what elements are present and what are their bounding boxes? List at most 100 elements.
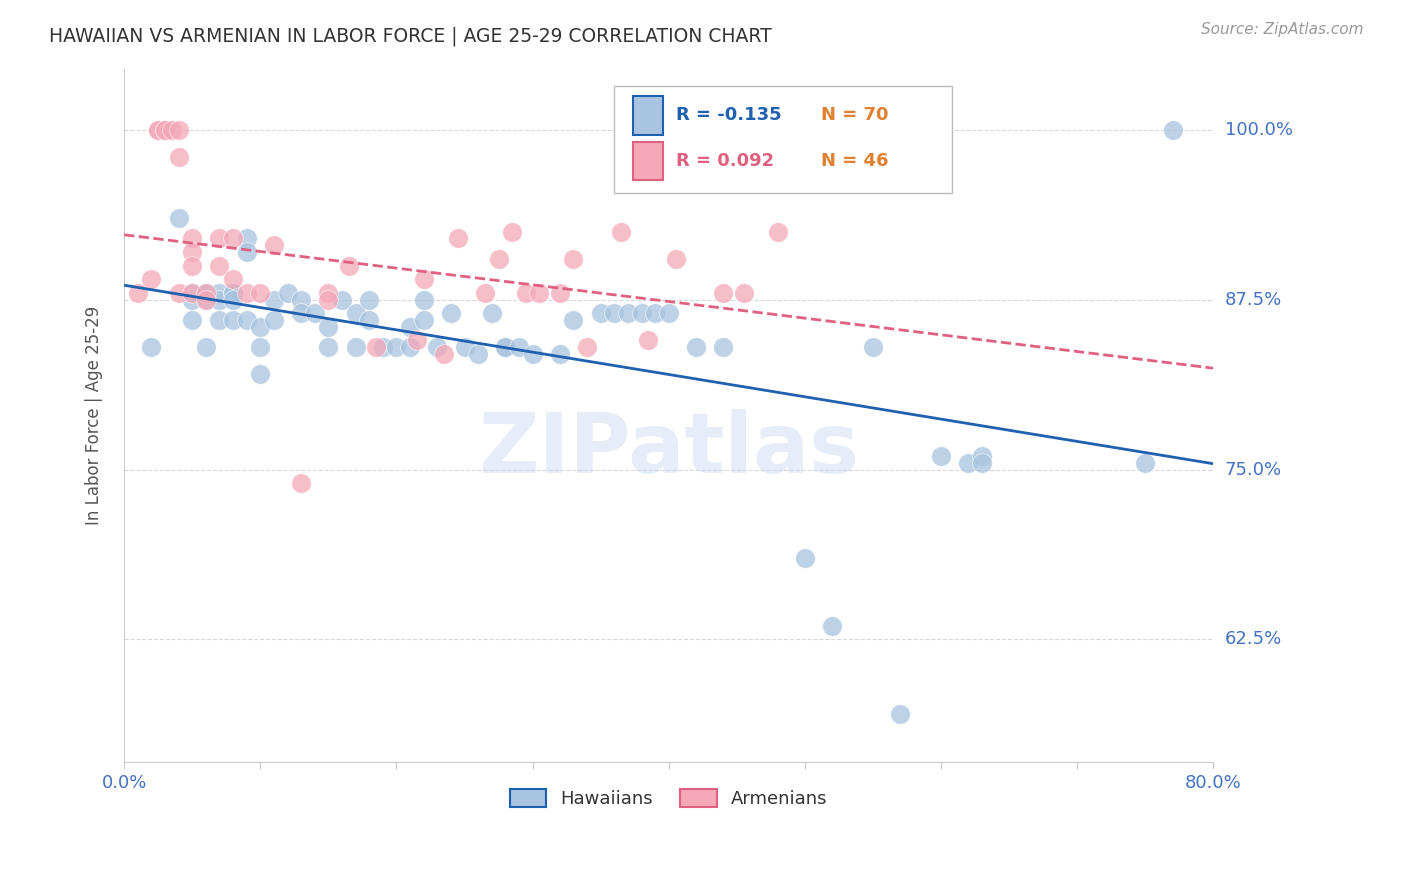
Point	[617, 306, 640, 320]
Point	[167, 211, 190, 225]
Point	[222, 293, 245, 307]
Point	[970, 456, 993, 470]
Point	[433, 347, 456, 361]
Point	[889, 707, 911, 722]
Point	[501, 225, 523, 239]
Point	[385, 340, 408, 354]
Point	[208, 259, 231, 273]
Point	[488, 252, 510, 266]
Legend: Hawaiians, Armenians: Hawaiians, Armenians	[503, 781, 835, 815]
Point	[548, 347, 571, 361]
Point	[318, 293, 340, 307]
Point	[344, 340, 367, 354]
Point	[235, 285, 257, 300]
Point	[148, 122, 170, 136]
Point	[957, 456, 980, 470]
Point	[181, 293, 204, 307]
Text: 75.0%: 75.0%	[1225, 460, 1282, 478]
Point	[208, 313, 231, 327]
Point	[263, 293, 285, 307]
FancyBboxPatch shape	[633, 142, 664, 180]
Point	[1161, 122, 1184, 136]
Point	[453, 340, 475, 354]
Point	[127, 285, 149, 300]
Point	[181, 231, 204, 245]
Point	[194, 285, 217, 300]
Point	[249, 340, 271, 354]
Point	[330, 293, 353, 307]
Point	[181, 285, 204, 300]
Point	[494, 340, 516, 354]
Point	[222, 231, 245, 245]
Text: N = 46: N = 46	[821, 152, 889, 169]
Point	[685, 340, 707, 354]
Point	[637, 334, 659, 348]
Point	[359, 293, 381, 307]
Point	[141, 340, 163, 354]
Text: ZIPatlas: ZIPatlas	[478, 409, 859, 491]
Point	[406, 334, 429, 348]
Text: R = -0.135: R = -0.135	[676, 106, 782, 125]
Point	[181, 245, 204, 260]
Point	[467, 347, 489, 361]
Point	[658, 306, 681, 320]
Text: 62.5%: 62.5%	[1225, 631, 1282, 648]
Point	[603, 306, 626, 320]
Point	[235, 313, 257, 327]
Point	[970, 449, 993, 463]
Point	[194, 285, 217, 300]
Text: Source: ZipAtlas.com: Source: ZipAtlas.com	[1201, 22, 1364, 37]
Point	[222, 285, 245, 300]
Point	[194, 340, 217, 354]
Point	[481, 306, 503, 320]
Point	[371, 340, 394, 354]
Text: 87.5%: 87.5%	[1225, 291, 1282, 309]
FancyBboxPatch shape	[614, 86, 952, 194]
Text: HAWAIIAN VS ARMENIAN IN LABOR FORCE | AGE 25-29 CORRELATION CHART: HAWAIIAN VS ARMENIAN IN LABOR FORCE | AG…	[49, 27, 772, 46]
Point	[141, 272, 163, 286]
Point	[733, 285, 755, 300]
Point	[194, 285, 217, 300]
Point	[249, 319, 271, 334]
Point	[337, 259, 360, 273]
Point	[364, 340, 387, 354]
Point	[235, 245, 257, 260]
Text: N = 70: N = 70	[821, 106, 889, 125]
Point	[153, 122, 176, 136]
Point	[589, 306, 612, 320]
Point	[794, 550, 817, 565]
Point	[208, 293, 231, 307]
Point	[711, 340, 734, 354]
Point	[222, 272, 245, 286]
Point	[665, 252, 688, 266]
Point	[304, 306, 326, 320]
Point	[929, 449, 952, 463]
Point	[194, 293, 217, 307]
Point	[399, 319, 422, 334]
Point	[222, 285, 245, 300]
Point	[318, 340, 340, 354]
Point	[862, 340, 884, 354]
Point	[181, 313, 204, 327]
Point	[515, 285, 537, 300]
Point	[447, 231, 470, 245]
Point	[474, 285, 496, 300]
Point	[562, 252, 585, 266]
Point	[148, 122, 170, 136]
Point	[235, 231, 257, 245]
Point	[508, 340, 530, 354]
Point	[290, 306, 312, 320]
Text: 100.0%: 100.0%	[1225, 120, 1292, 138]
Y-axis label: In Labor Force | Age 25-29: In Labor Force | Age 25-29	[86, 306, 103, 524]
Point	[529, 285, 551, 300]
Point	[344, 306, 367, 320]
Point	[610, 225, 633, 239]
Point	[711, 285, 734, 300]
Point	[249, 368, 271, 382]
Point	[181, 259, 204, 273]
Point	[277, 285, 299, 300]
Point	[290, 476, 312, 491]
Point	[1135, 456, 1157, 470]
Point	[562, 313, 585, 327]
Point	[208, 285, 231, 300]
